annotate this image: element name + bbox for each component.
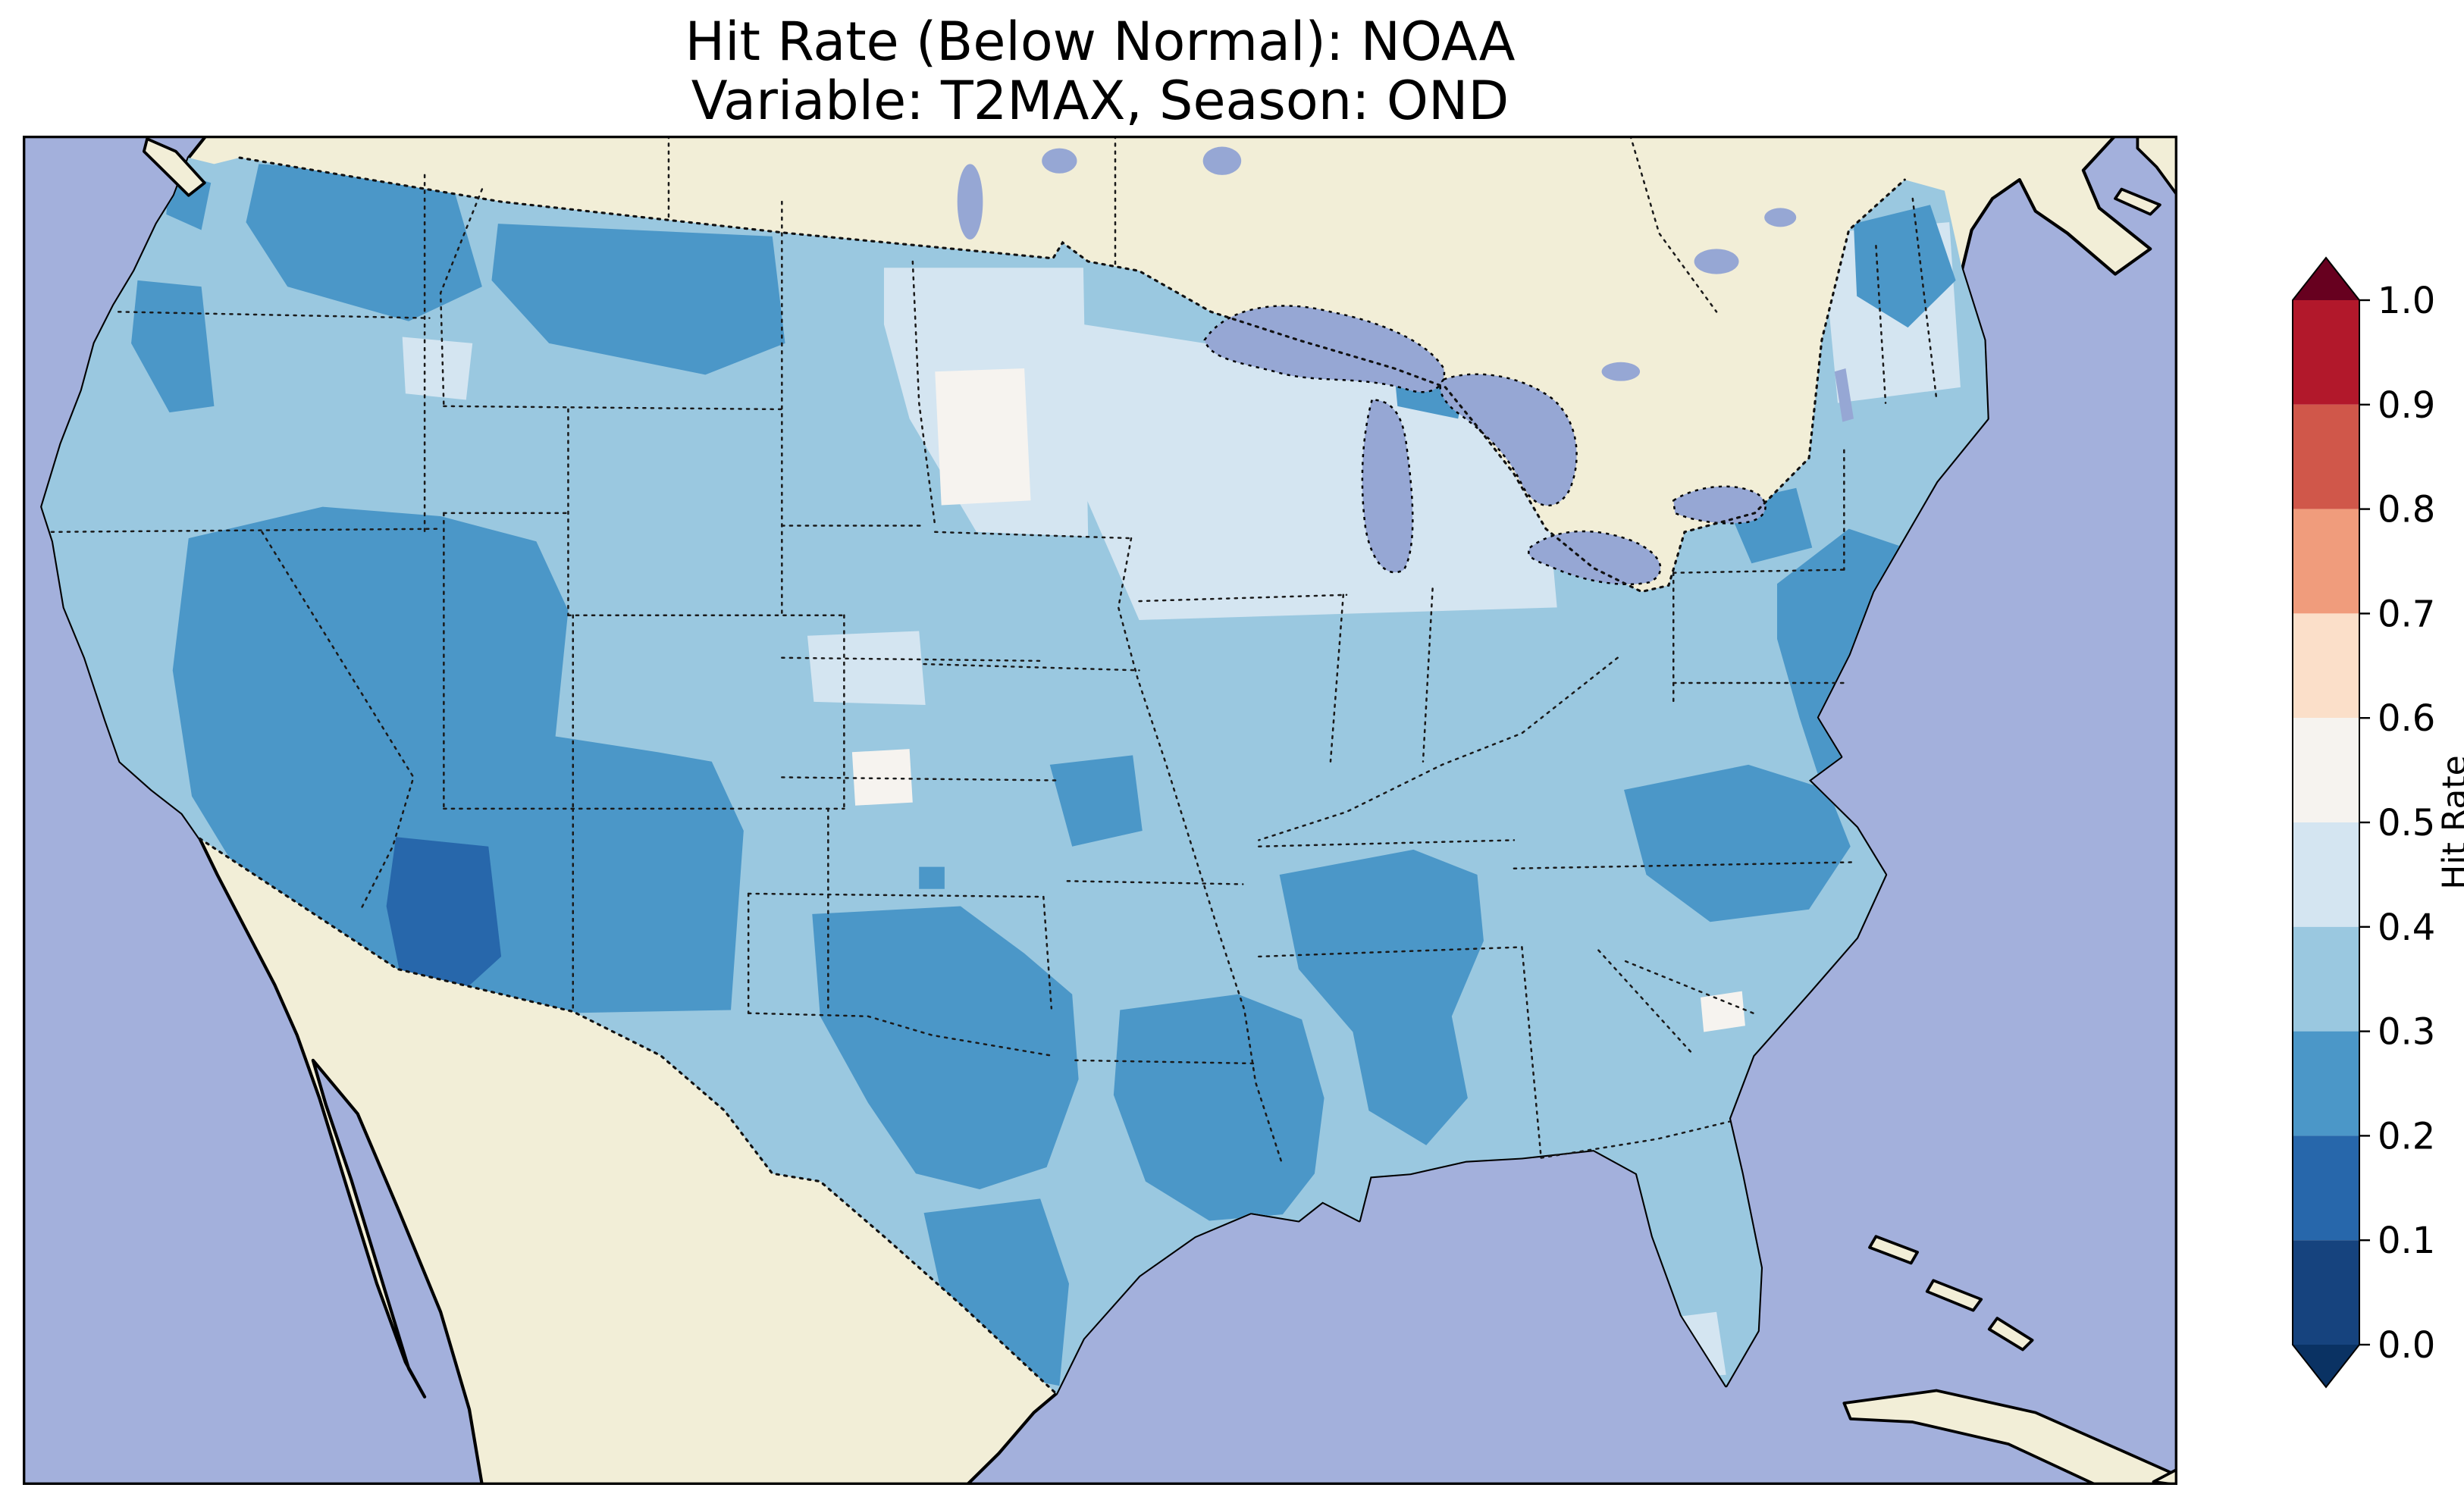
cbar-seg-0.3-0.4 — [2293, 926, 2359, 1032]
state-borders — [50, 136, 1938, 1167]
lake-ontario — [1672, 485, 1766, 525]
bahamas-island-2 — [1925, 1279, 1983, 1312]
lake-nipigon — [1202, 146, 1242, 175]
figure-title: Hit Rate (Below Normal): NOAA Variable: … — [0, 12, 2200, 131]
newfoundland-corner — [2136, 136, 2177, 197]
region-nebraska-pale — [807, 631, 926, 706]
us-mexico-border — [198, 837, 1058, 1395]
cbar-seg-0.1-0.2 — [2293, 1135, 2359, 1241]
region-kansas-light-cell — [851, 749, 913, 806]
region-carolina-light-cell — [1701, 991, 1745, 1032]
title-line-1: Hit Rate (Below Normal): NOAA — [685, 11, 1516, 73]
cbar-tick-0.2: 0.2 — [2378, 1115, 2435, 1157]
lake-huron — [1439, 373, 1578, 507]
cbar-seg-0.9-1.0 — [2293, 300, 2359, 405]
cbar-tick-0.0: 0.0 — [2378, 1324, 2435, 1367]
region-palouse-pale — [402, 337, 473, 400]
cbar-tick-0.8: 0.8 — [2378, 489, 2435, 531]
bahamas-island-1 — [1868, 1235, 1920, 1265]
canada-lakes — [957, 146, 1854, 422]
lake-of-the-woods — [1042, 148, 1077, 174]
cbar-seg-0.5-0.6 — [2293, 718, 2359, 822]
cbar-seg-0.0-0.1 — [2293, 1240, 2359, 1345]
colorbar-tick-labels: 1.0 0.9 0.8 0.7 0.6 0.5 0.4 0.3 0.2 0.1 … — [2378, 280, 2435, 1367]
us-hit-rate-map — [23, 136, 2177, 1485]
cbar-tick-0.6: 0.6 — [2378, 697, 2435, 740]
lake-michigan — [1361, 399, 1414, 574]
region-montana — [491, 224, 785, 375]
region-oklahoma-north-texas — [812, 906, 1079, 1189]
region-south-texas — [923, 1198, 1069, 1386]
region-northern-new-england — [1853, 205, 1956, 328]
region-tennessee-alabama — [1279, 849, 1484, 1145]
cbar-seg-0.4-0.5 — [2293, 822, 2359, 927]
cbar-tick-0.3: 0.3 — [2378, 1011, 2435, 1054]
lake-erie — [1528, 530, 1662, 586]
region-central-arizona — [386, 837, 502, 994]
cbar-seg-0.7-0.8 — [2293, 509, 2359, 614]
vancouver-island — [142, 137, 206, 197]
cbar-seg-0.6-0.7 — [2293, 613, 2359, 719]
region-lower-mississippi — [1113, 994, 1324, 1221]
cbar-seg-0.8-0.9 — [2293, 404, 2359, 509]
lake-champlain — [1834, 368, 1854, 422]
colorbar-ticks — [2359, 299, 2370, 1346]
quebec-lake-2 — [1764, 208, 1797, 227]
quebec-lake-1 — [1694, 249, 1739, 274]
national-borders — [198, 156, 1906, 1395]
anticosti-island — [2114, 187, 2161, 216]
cbar-tick-0.5: 0.5 — [2378, 802, 2435, 844]
region-kansas-cell — [919, 866, 945, 889]
axes-frame — [23, 136, 2177, 1485]
region-missouri — [1049, 755, 1143, 847]
bahamas-island-3 — [1987, 1317, 2034, 1351]
colorbar-label: Hit Rate — [2435, 755, 2464, 890]
colorbar-arrow-under — [2293, 1345, 2359, 1387]
region-great-basin-southwest — [172, 506, 744, 1013]
map-axes — [23, 136, 2177, 1485]
cbar-seg-0.2-0.3 — [2293, 1031, 2359, 1136]
cbar-tick-0.9: 0.9 — [2378, 384, 2435, 427]
title-line-2: Variable: T2MAX, Season: OND — [691, 70, 1509, 133]
cbar-tick-0.4: 0.4 — [2378, 907, 2435, 949]
colorbar: 1.0 0.9 0.8 0.7 0.6 0.5 0.4 0.3 0.2 0.1 … — [2291, 256, 2464, 1389]
colorbar-arrow-over — [2293, 258, 2359, 300]
cbar-tick-1.0: 1.0 — [2378, 280, 2435, 322]
lake-winnipeg — [957, 164, 983, 240]
cbar-tick-0.1: 0.1 — [2378, 1220, 2435, 1262]
colorbar-svg: 1.0 0.9 0.8 0.7 0.6 0.5 0.4 0.3 0.2 0.1 … — [2292, 256, 2435, 1389]
region-central-minnesota-light — [935, 368, 1031, 506]
cbar-tick-0.7: 0.7 — [2378, 593, 2435, 635]
cuba — [1842, 1389, 2177, 1485]
region-virginia-carolina-coast — [1624, 764, 1851, 922]
us-canada-border — [238, 156, 1906, 594]
lake-nipissing — [1601, 362, 1641, 381]
region-pnw-washington — [246, 164, 482, 321]
